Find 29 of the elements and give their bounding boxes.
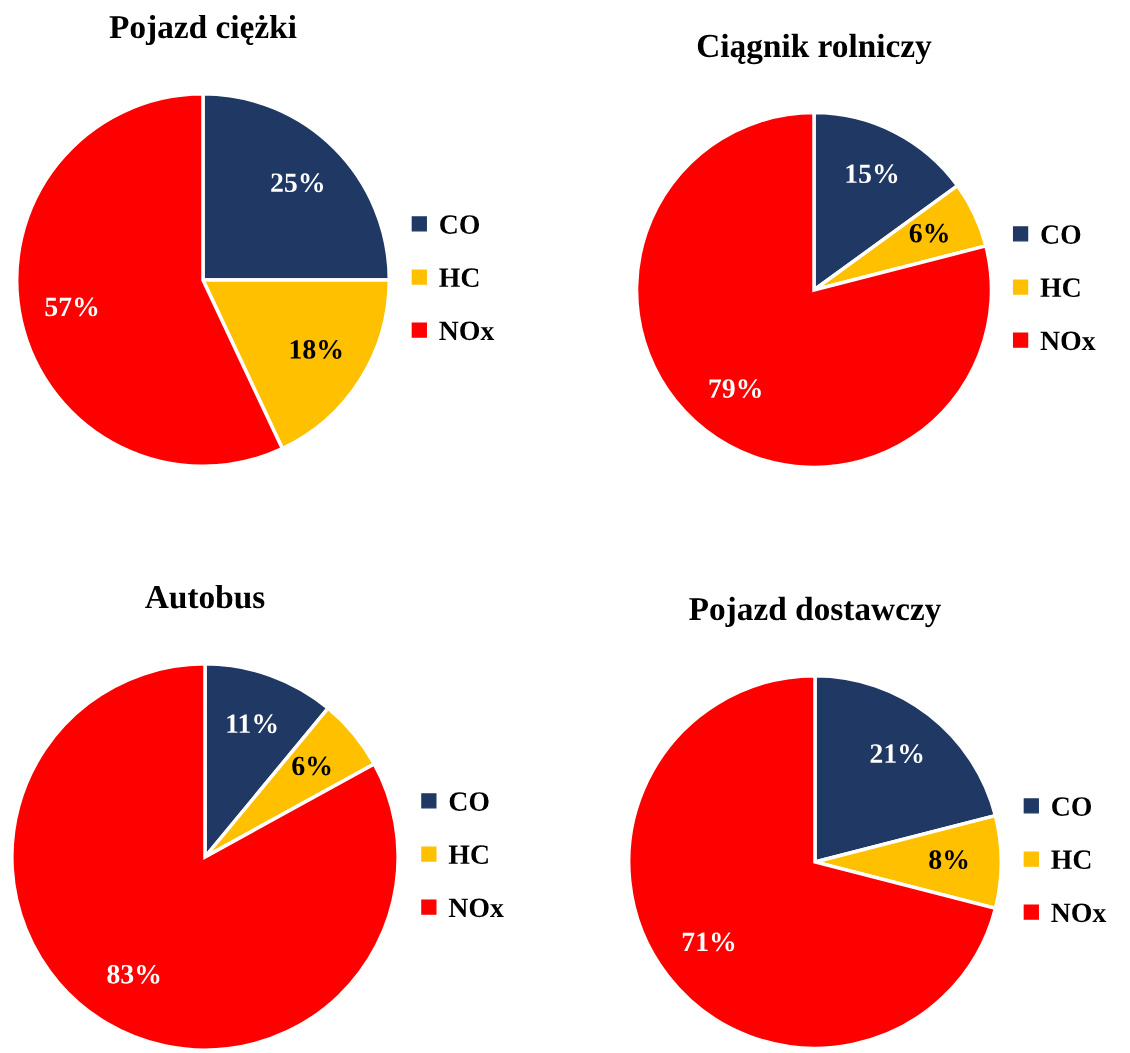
legend-label: NOx <box>1051 903 1107 923</box>
legend-label: CO <box>1041 225 1081 244</box>
legend-label: HC <box>1051 850 1091 870</box>
legend-label: NOx <box>439 321 495 341</box>
data-label: 21% <box>870 744 923 764</box>
chart-title: Pojazd dostawczy <box>689 596 942 628</box>
legend-label: NOx <box>1040 331 1096 351</box>
data-label: 57% <box>45 297 98 317</box>
data-label: 79% <box>709 379 761 398</box>
data-label: 6% <box>292 756 331 776</box>
legend-label: CO <box>1052 797 1092 816</box>
legend-label: HC <box>1040 278 1080 298</box>
data-label: 15% <box>846 164 898 184</box>
legend-label: HC <box>448 845 488 865</box>
data-label: 83% <box>107 964 160 984</box>
data-label: 71% <box>682 932 735 952</box>
data-label: 18% <box>290 340 342 359</box>
data-label: 11% <box>227 714 277 734</box>
chart-title: Ciągnik rolniczy <box>697 33 932 65</box>
legend-label: NOx <box>448 898 504 918</box>
data-label: 8% <box>929 850 968 870</box>
legend-label: CO <box>449 792 489 811</box>
chart-title: Autobus <box>145 584 265 609</box>
data-label: 25% <box>271 173 324 193</box>
legend-label: CO <box>440 215 480 234</box>
pie-slice <box>10 662 400 1052</box>
legend-label: HC <box>439 268 479 288</box>
chart-title: Pojazd ciężki <box>109 14 297 46</box>
data-label: 6% <box>909 223 948 243</box>
